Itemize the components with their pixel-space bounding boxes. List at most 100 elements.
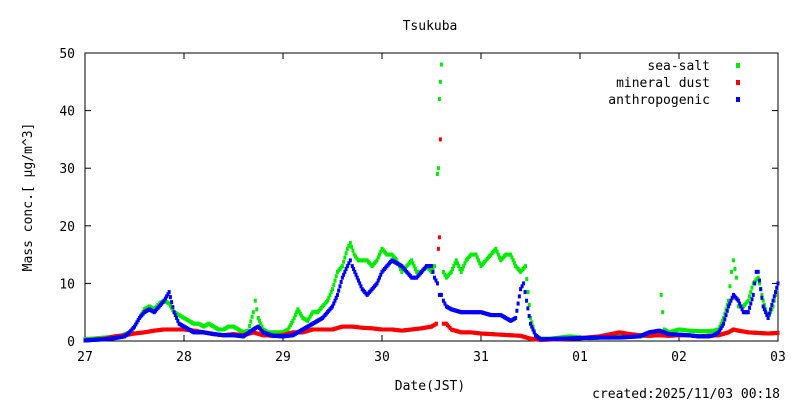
data-point (726, 309, 729, 313)
data-point (254, 299, 257, 303)
data-point (747, 310, 750, 314)
data-point (248, 324, 251, 328)
data-point (725, 313, 728, 317)
data-point (769, 307, 772, 311)
data-point (437, 247, 440, 251)
data-point (168, 290, 171, 294)
series-mineral-dust (84, 137, 780, 342)
data-point (515, 309, 518, 313)
data-point (522, 281, 525, 285)
data-point (332, 283, 335, 287)
data-point (735, 276, 738, 280)
data-point (733, 267, 736, 271)
data-point (749, 302, 752, 306)
data-point (752, 293, 755, 297)
data-point (440, 63, 443, 67)
data-point (722, 322, 725, 326)
data-point (525, 299, 528, 303)
data-point (514, 316, 517, 320)
y-tick-label: 10 (59, 277, 75, 292)
data-point (255, 307, 258, 311)
data-point (345, 251, 348, 255)
data-point (440, 293, 443, 297)
data-point (435, 322, 438, 326)
data-point (349, 258, 352, 262)
legend-marker (736, 63, 740, 68)
legend-label: mineral dust (616, 76, 710, 91)
data-point (251, 315, 254, 319)
y-axis-label: Mass conc.[ μg/m^3] (21, 123, 36, 272)
data-point (249, 319, 252, 323)
data-point (343, 255, 346, 259)
y-tick-label: 50 (59, 47, 75, 62)
data-point (775, 286, 778, 290)
legend-marker (736, 80, 740, 85)
y-tick-label: 40 (59, 105, 75, 120)
data-point (337, 289, 340, 293)
data-point (774, 290, 777, 294)
created-timestamp: created:2025/11/03 00:18 (592, 387, 780, 400)
data-point (436, 172, 439, 176)
data-point (349, 241, 352, 245)
data-point (528, 314, 531, 318)
x-tick-label: 29 (275, 350, 291, 365)
x-tick-label: 31 (473, 350, 489, 365)
data-point (661, 310, 664, 314)
data-point (524, 264, 527, 268)
data-point (760, 296, 763, 300)
data-point (517, 302, 520, 306)
data-point (773, 294, 776, 298)
x-tick-label: 28 (176, 350, 192, 365)
data-point (758, 279, 761, 283)
data-point (439, 80, 442, 84)
data-point (767, 316, 770, 320)
data-point (759, 287, 762, 291)
data-point (333, 279, 336, 283)
data-point (732, 258, 735, 262)
legend-entry-mineral-dust: mineral dust (616, 76, 740, 91)
data-point (351, 249, 354, 253)
chart-title: Tsukuba (403, 19, 458, 34)
y-tick-label: 30 (59, 162, 75, 177)
data-point (751, 297, 754, 301)
data-point (437, 166, 440, 170)
x-tick-label: 30 (374, 350, 390, 365)
legend-entry-sea-salt: sea-salt (647, 59, 740, 74)
data-point (431, 270, 434, 274)
data-point (338, 284, 341, 288)
y-tick-label: 20 (59, 220, 75, 235)
data-point (748, 306, 751, 310)
legend-label: sea-salt (647, 59, 710, 74)
data-point (436, 281, 439, 285)
data-point (342, 260, 345, 264)
data-point (777, 281, 780, 285)
data-point (524, 290, 527, 294)
data-point (169, 295, 172, 299)
data-point (438, 235, 441, 239)
y-tick-label: 0 (67, 335, 75, 350)
data-point (171, 305, 174, 309)
data-point (770, 303, 773, 307)
data-point (730, 270, 733, 274)
data-point (341, 264, 344, 268)
legend: sea-salt mineral dust anthropogenic (608, 59, 740, 108)
data-point (335, 274, 338, 278)
data-point (777, 331, 780, 335)
data-point (518, 294, 521, 298)
data-point (170, 300, 173, 304)
x-tick-label: 03 (770, 350, 786, 365)
data-point (660, 293, 663, 297)
legend-entry-anthropogenic: anthropogenic (608, 93, 740, 108)
data-point (768, 312, 771, 316)
data-point (439, 137, 442, 141)
x-tick-label: 27 (77, 350, 93, 365)
data-point (525, 277, 528, 281)
data-point (723, 317, 726, 321)
data-point (433, 264, 436, 268)
data-point (350, 245, 353, 249)
x-tick-label: 01 (572, 350, 588, 365)
data-point (331, 287, 334, 291)
data-point (526, 306, 529, 310)
data-point (527, 290, 530, 294)
